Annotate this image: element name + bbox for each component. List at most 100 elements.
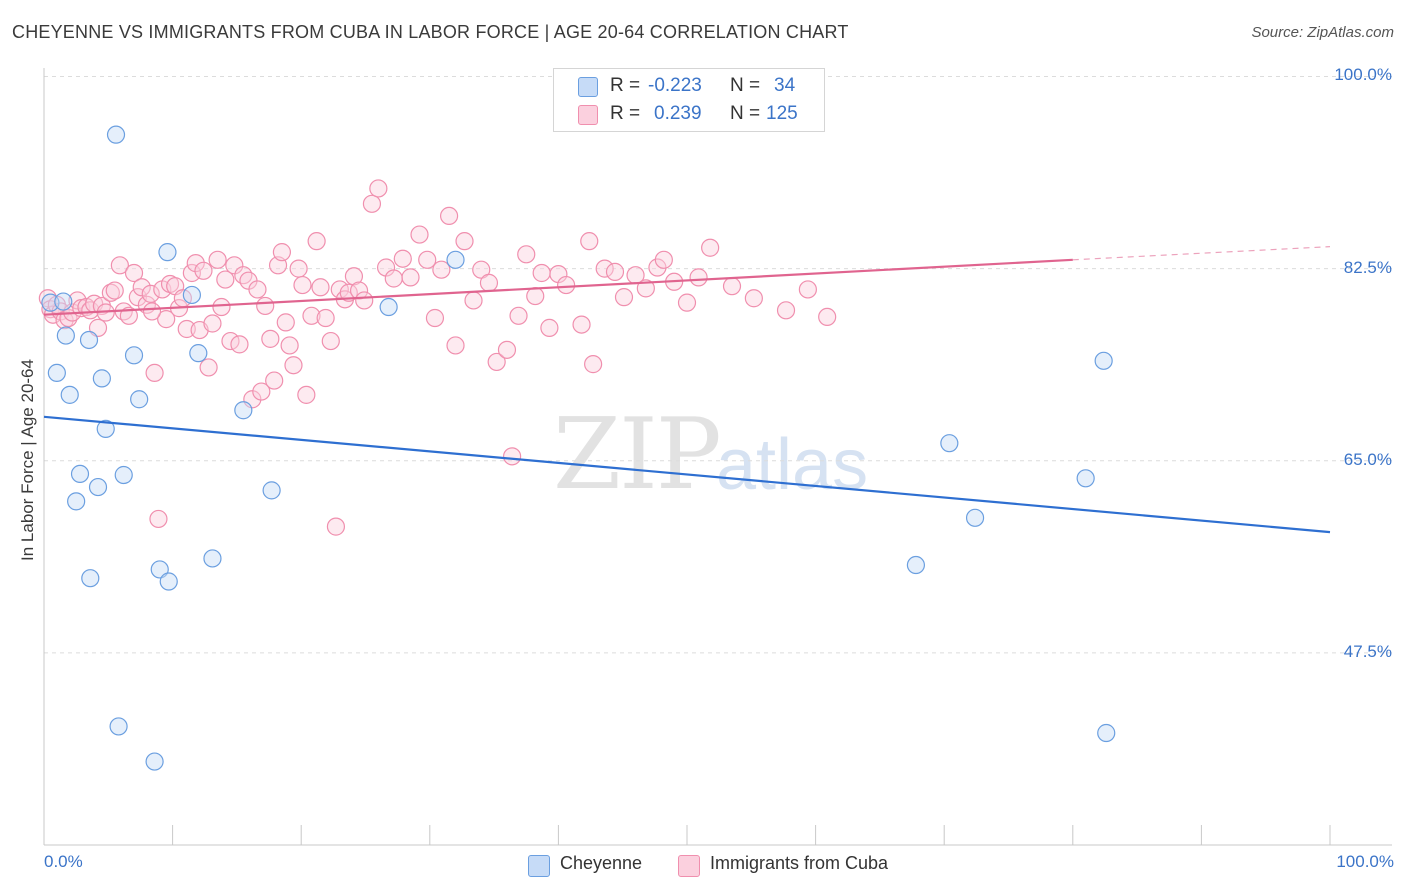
cheyenne-point	[1076, 469, 1095, 488]
cheyenne-point	[70, 464, 90, 484]
cuba-point	[149, 509, 168, 529]
cuba-point	[614, 288, 634, 307]
cheyenne-point	[145, 752, 164, 771]
cheyenne-point	[41, 293, 60, 312]
y-tick-label: 82.5%	[1343, 257, 1392, 277]
cheyenne-point	[159, 572, 178, 591]
cheyenne-point	[60, 385, 79, 404]
cheyenne-point	[130, 390, 149, 409]
cheyenne-point	[88, 477, 108, 497]
cuba-point	[289, 259, 308, 278]
cuba-point	[297, 385, 316, 404]
cuba-point	[88, 318, 108, 337]
cuba-point	[517, 245, 536, 264]
cuba-point	[479, 273, 499, 292]
x-tick-label: 100.0%	[1336, 852, 1394, 871]
cuba-point	[605, 262, 625, 281]
cuba-point	[744, 289, 763, 308]
cuba-point	[654, 250, 673, 269]
cuba-point	[432, 260, 451, 279]
cheyenne-point	[379, 297, 398, 317]
cuba-point	[487, 352, 506, 372]
cuba-point	[425, 308, 445, 328]
cuba-point	[234, 266, 253, 285]
cuba-point	[776, 301, 796, 320]
cuba-point	[293, 275, 312, 295]
cheyenne-point	[234, 401, 253, 420]
series-immigrants-from-cuba	[38, 179, 837, 536]
cuba-point	[677, 293, 697, 312]
cuba-point	[410, 225, 429, 244]
cuba-point	[532, 263, 551, 283]
cuba-point	[307, 232, 326, 251]
cheyenne-point	[92, 369, 111, 388]
cuba-point	[124, 263, 144, 283]
cuba-point	[503, 447, 522, 466]
cuba-point	[509, 306, 528, 325]
cheyenne-point	[203, 549, 222, 568]
cheyenne-trend-line	[43, 415, 1331, 534]
cuba-trend-line	[43, 258, 1073, 316]
cuba-point	[302, 306, 321, 325]
cuba-point	[142, 302, 162, 321]
cuba-point	[248, 280, 267, 299]
cuba-point	[276, 313, 295, 332]
cuba-point	[446, 336, 465, 355]
cheyenne-point	[67, 492, 86, 511]
cuba-point	[595, 259, 614, 278]
cuba-point	[393, 249, 412, 268]
n-value: 125	[766, 103, 798, 124]
cuba-point	[689, 268, 708, 287]
cheyenne-point	[81, 569, 100, 588]
cuba-point	[418, 250, 437, 269]
cuba-point	[526, 286, 545, 306]
cuba-point	[230, 335, 249, 354]
cheyenne-point	[446, 250, 465, 269]
cuba-point	[321, 331, 340, 351]
cheyenne-point	[940, 434, 959, 453]
legend-swatch-cuba	[678, 855, 700, 877]
cuba-point	[316, 308, 335, 328]
cheyenne-point	[114, 465, 133, 485]
chart-title: CHEYENNE VS IMMIGRANTS FROM CUBA IN LABO…	[12, 22, 849, 42]
x-tick-label: 0.0%	[44, 852, 83, 871]
cuba-point	[349, 281, 369, 300]
cuba-point	[272, 243, 292, 262]
cheyenne-point	[1094, 351, 1113, 370]
cuba-point	[384, 269, 403, 288]
axes	[43, 68, 1392, 846]
cuba-point	[212, 297, 231, 317]
y-axis-label: In Labor Force | Age 20-64	[18, 359, 37, 561]
cuba-trend-extension	[1072, 246, 1331, 261]
cuba-point	[186, 254, 205, 273]
cuba-point	[119, 306, 138, 325]
cheyenne-point	[124, 346, 144, 365]
cuba-point	[455, 232, 474, 251]
cuba-point	[208, 250, 227, 269]
cuba-point	[355, 291, 374, 310]
cuba-point	[132, 278, 151, 297]
cuba-point	[256, 296, 275, 316]
cuba-point	[194, 261, 213, 280]
cheyenne-point	[1097, 723, 1116, 743]
legend-label-cuba: Immigrants from Cuba	[710, 853, 889, 873]
cuba-point	[252, 382, 271, 401]
cuba-point	[401, 268, 420, 287]
cuba-point	[177, 319, 196, 339]
cuba-point	[701, 238, 720, 257]
y-tick-label: 47.5%	[1343, 641, 1392, 661]
n-label: N =	[730, 103, 761, 124]
cuba-point	[369, 179, 388, 198]
cuba-swatch	[578, 105, 598, 125]
r-label: R =	[610, 103, 641, 124]
cuba-point	[464, 291, 483, 310]
series-cheyenne	[41, 125, 1116, 771]
watermark-atlas: atlas	[716, 425, 869, 505]
grid	[44, 75, 1392, 654]
n-label: N =	[730, 75, 761, 96]
cuba-point	[572, 315, 591, 334]
watermark-zip: ZIP	[553, 398, 722, 512]
cuba-point	[280, 336, 299, 355]
trend-lines	[43, 246, 1331, 534]
